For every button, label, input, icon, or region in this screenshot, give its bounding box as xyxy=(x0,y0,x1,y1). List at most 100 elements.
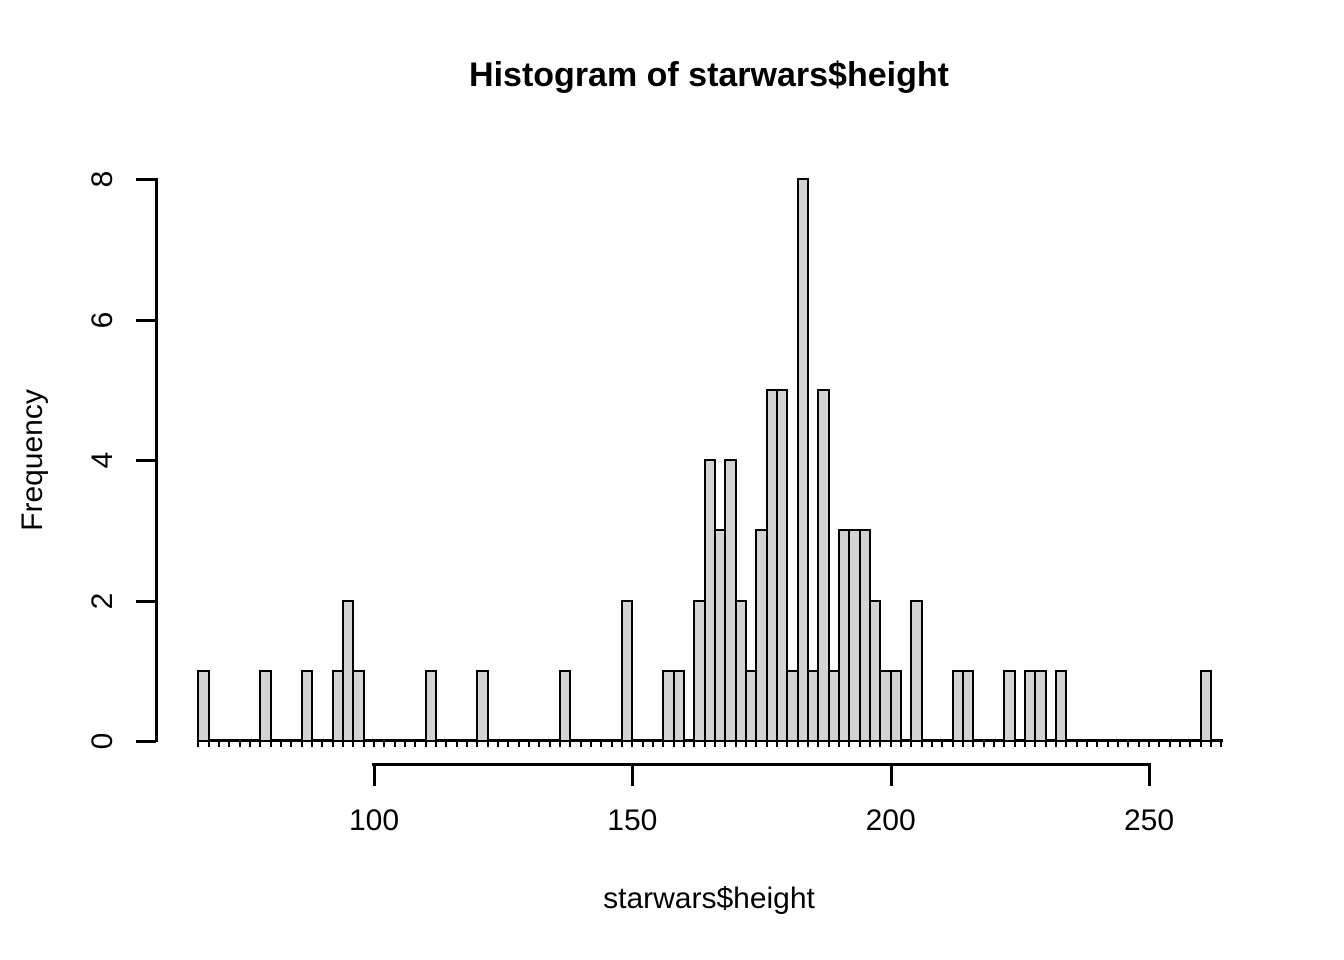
bin-edge-tick xyxy=(1137,742,1140,747)
bin-edge-tick xyxy=(311,742,313,747)
bin-edge-tick xyxy=(962,742,964,747)
bin-edge-tick xyxy=(889,742,892,747)
histogram-bar xyxy=(817,389,830,742)
x-axis-tick xyxy=(373,763,376,786)
bin-edge-tick xyxy=(579,742,582,747)
bin-edge-tick xyxy=(734,742,737,747)
bin-edge-tick xyxy=(776,742,778,747)
bin-edge-tick xyxy=(517,742,520,747)
histogram-bar xyxy=(889,669,902,742)
bin-edge-tick xyxy=(1075,742,1078,747)
bin-edge-tick xyxy=(662,742,665,747)
bin-edge-tick xyxy=(373,742,375,747)
bin-edge-tick xyxy=(569,742,572,747)
bin-edge-tick xyxy=(445,742,448,747)
y-axis-tick xyxy=(136,318,156,322)
histogram-bar xyxy=(1199,669,1212,742)
bin-edge-tick xyxy=(672,742,675,747)
bin-edge-tick xyxy=(383,742,386,747)
bin-edge-tick xyxy=(238,742,241,747)
bin-edge-tick xyxy=(476,742,479,747)
bin-edge-tick xyxy=(218,742,220,747)
bin-edge-tick xyxy=(362,742,365,747)
bin-edge-tick xyxy=(714,742,716,747)
histogram-bar xyxy=(559,669,572,742)
histogram-bar xyxy=(621,599,634,742)
bin-edge-tick xyxy=(424,742,427,747)
bin-edge-tick xyxy=(486,742,489,747)
bin-edge-tick xyxy=(1013,742,1016,747)
bin-edge-tick xyxy=(1199,742,1202,747)
bin-edge-tick xyxy=(641,742,644,747)
bin-edge-tick xyxy=(683,742,685,747)
bin-edge-tick xyxy=(228,742,231,747)
bin-edge-tick xyxy=(920,742,923,747)
bin-edge-tick xyxy=(435,742,437,747)
bin-edge-tick xyxy=(982,742,985,747)
histogram-bar xyxy=(776,389,789,742)
bin-edge-tick xyxy=(786,742,789,747)
bin-edge-tick xyxy=(538,742,541,747)
y-axis-line xyxy=(155,178,158,742)
y-axis-tick-label: 8 xyxy=(86,171,119,188)
y-axis-tick xyxy=(136,459,156,463)
bin-edge-tick xyxy=(879,742,882,747)
bin-edge-tick xyxy=(631,742,634,747)
x-axis-tick-label: 150 xyxy=(607,804,658,837)
y-axis-tick xyxy=(136,599,156,603)
x-axis-line xyxy=(372,763,1151,766)
bin-edge-tick xyxy=(693,742,696,747)
x-axis-title: starwars$height xyxy=(603,882,815,915)
y-axis-tick xyxy=(136,740,156,743)
bin-edge-tick xyxy=(724,742,727,747)
bin-edge-tick xyxy=(848,742,851,747)
histogram-bar xyxy=(910,599,923,742)
bin-edge-tick xyxy=(528,742,530,747)
histogram-bar xyxy=(197,669,210,742)
bin-edge-tick xyxy=(1086,742,1088,747)
bin-edge-tick xyxy=(703,742,706,747)
y-axis-tick-label: 0 xyxy=(86,732,119,750)
y-axis-title: Frequency xyxy=(16,389,49,531)
bin-edge-tick xyxy=(1003,742,1006,747)
bin-edge-tick xyxy=(455,742,458,747)
histogram-bar xyxy=(796,178,809,742)
x-axis-tick-label: 100 xyxy=(348,804,400,837)
y-axis-tick-label: 6 xyxy=(86,311,119,329)
bin-edge-tick xyxy=(755,742,758,747)
bin-edge-tick xyxy=(1158,742,1161,747)
bin-edge-tick xyxy=(1210,742,1212,747)
x-axis-tick-label: 200 xyxy=(865,804,916,837)
bin-edge-tick xyxy=(1179,742,1181,747)
x-axis-tick xyxy=(1148,763,1151,786)
bin-edge-tick xyxy=(610,742,613,747)
bin-edge-tick xyxy=(838,742,840,747)
bin-edge-tick xyxy=(280,742,282,747)
histogram-bar xyxy=(300,669,313,742)
histogram-bar xyxy=(1055,669,1068,742)
bin-edge-tick xyxy=(1096,742,1099,747)
bin-edge-tick xyxy=(796,742,799,747)
bin-edge-tick xyxy=(745,742,747,747)
bin-edge-tick xyxy=(1168,742,1171,747)
bin-edge-tick xyxy=(1220,742,1223,747)
bin-edge-tick xyxy=(300,742,303,747)
bin-edge-tick xyxy=(393,742,396,747)
bin-edge-tick xyxy=(321,742,324,747)
bin-edge-tick xyxy=(249,742,251,747)
histogram-bar xyxy=(1034,669,1047,742)
bin-edge-tick xyxy=(497,742,499,747)
bin-edge-tick xyxy=(900,742,902,747)
bin-edge-tick xyxy=(1106,742,1109,747)
bin-edge-tick xyxy=(1024,742,1026,747)
bin-edge-tick xyxy=(1127,742,1130,747)
y-axis-tick-label: 2 xyxy=(86,592,119,609)
histogram-bar xyxy=(424,669,437,742)
bin-edge-tick xyxy=(817,742,820,747)
histogram-bar xyxy=(962,669,975,742)
histogram-bar xyxy=(259,669,272,742)
histogram-bar xyxy=(476,669,489,742)
bin-edge-tick xyxy=(993,742,995,747)
x-axis-tick xyxy=(631,763,635,786)
bin-edge-tick xyxy=(765,742,768,747)
